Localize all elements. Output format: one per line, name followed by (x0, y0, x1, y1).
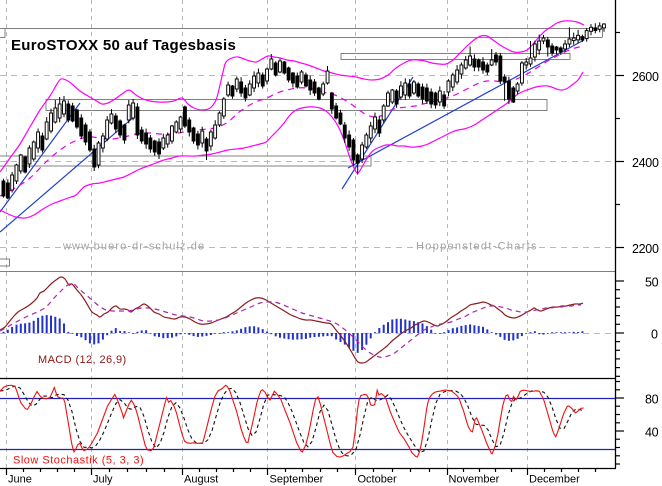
svg-text:www.buero-dr-schulz.de: www.buero-dr-schulz.de (62, 241, 205, 253)
svg-text:2400: 2400 (632, 156, 659, 170)
svg-text:0: 0 (651, 328, 658, 342)
svg-text:80: 80 (645, 393, 659, 407)
svg-text:October: October (358, 474, 397, 486)
svg-text:July: July (93, 474, 113, 486)
svg-text:August: August (184, 474, 218, 486)
svg-text:2600: 2600 (632, 70, 659, 84)
svg-text:Hoppenstedt-Charts: Hoppenstedt-Charts (416, 241, 538, 253)
svg-text:June: June (8, 474, 32, 486)
svg-text:November: November (449, 474, 500, 486)
svg-text:MACD (12, 26,9): MACD (12, 26,9) (38, 354, 127, 366)
svg-text:September: September (270, 474, 324, 486)
svg-text:EuroSTOXX 50 auf Tagesbasis: EuroSTOXX 50 auf Tagesbasis (11, 37, 236, 54)
svg-text:Slow Stochastik (5, 3, 3): Slow Stochastik (5, 3, 3) (13, 455, 144, 467)
svg-text:50: 50 (645, 276, 659, 290)
svg-text:40: 40 (645, 426, 659, 440)
svg-text:2200: 2200 (632, 242, 659, 256)
svg-text:December: December (529, 474, 580, 486)
